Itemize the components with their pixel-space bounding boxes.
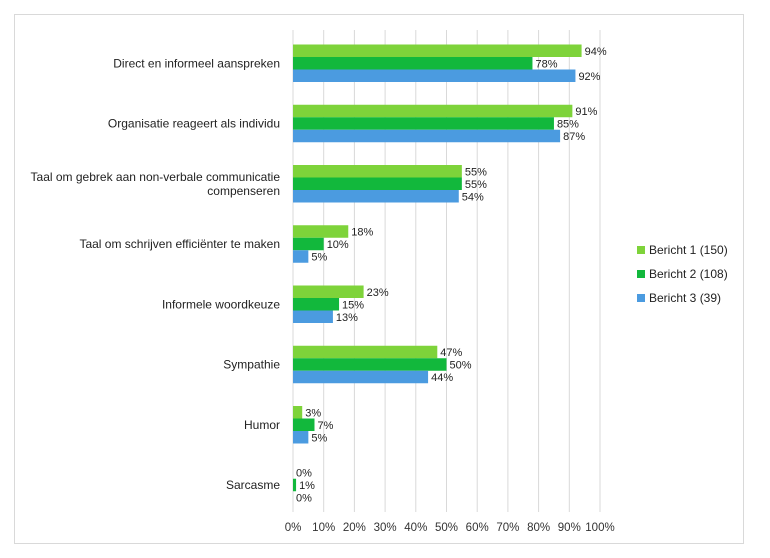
x-tick-label: 100% bbox=[585, 522, 614, 534]
data-label: 13% bbox=[336, 312, 358, 324]
x-tick-label: 90% bbox=[558, 522, 581, 534]
data-label: 7% bbox=[317, 420, 333, 432]
x-tick-label: 70% bbox=[496, 522, 519, 534]
data-label: 54% bbox=[462, 191, 484, 203]
data-label: 0% bbox=[296, 468, 312, 480]
bar bbox=[293, 225, 349, 238]
bar bbox=[293, 478, 297, 492]
data-label: 10% bbox=[327, 239, 349, 251]
legend-label: Bericht 1 (150) bbox=[649, 243, 728, 257]
bar bbox=[293, 129, 561, 143]
data-label: 55% bbox=[465, 179, 487, 191]
category-label: Informele woordkeuze bbox=[162, 297, 280, 311]
legend-swatch bbox=[637, 294, 645, 302]
data-label: 94% bbox=[585, 46, 607, 58]
data-label: 5% bbox=[311, 252, 327, 264]
data-label: 50% bbox=[450, 360, 472, 372]
data-label: 92% bbox=[578, 71, 600, 83]
bar bbox=[293, 104, 573, 118]
bar bbox=[293, 250, 309, 263]
data-label: 1% bbox=[299, 480, 315, 492]
x-tick-label: 80% bbox=[527, 522, 550, 534]
legend-swatch bbox=[637, 270, 645, 278]
bar bbox=[293, 345, 438, 359]
x-tick-label: 50% bbox=[435, 522, 458, 534]
bar bbox=[293, 44, 582, 57]
data-label: 55% bbox=[465, 166, 487, 178]
data-label: 3% bbox=[305, 407, 321, 419]
x-tick-label: 0% bbox=[285, 522, 302, 534]
bar bbox=[293, 117, 554, 130]
legend-label: Bericht 3 (39) bbox=[649, 291, 721, 305]
category-label: Humor bbox=[244, 418, 280, 432]
bar bbox=[293, 358, 447, 371]
x-tick-label: 30% bbox=[374, 522, 397, 534]
bar bbox=[293, 165, 462, 178]
bar bbox=[293, 177, 462, 190]
x-tick-label: 60% bbox=[466, 522, 489, 534]
category-label: Taal om gebrek aan non-verbale communica… bbox=[31, 170, 281, 184]
bar bbox=[293, 190, 459, 203]
data-label: 15% bbox=[342, 299, 364, 311]
bar bbox=[293, 310, 333, 323]
bar bbox=[293, 370, 429, 384]
bar bbox=[293, 69, 576, 82]
data-label: 5% bbox=[311, 432, 327, 444]
category-label: Taal om schrijven efficiënter te maken bbox=[79, 237, 280, 251]
category-label: Direct en informeel aanspreken bbox=[113, 56, 280, 70]
x-tick-label: 10% bbox=[312, 522, 335, 534]
data-label: 91% bbox=[575, 106, 597, 118]
category-label: compenseren bbox=[207, 184, 280, 198]
x-tick-label: 20% bbox=[343, 522, 366, 534]
bar bbox=[293, 298, 340, 311]
data-label: 78% bbox=[535, 58, 557, 70]
category-label: Sympathie bbox=[223, 358, 280, 372]
data-label: 47% bbox=[440, 347, 462, 359]
data-label: 87% bbox=[563, 131, 585, 143]
legend-swatch bbox=[637, 246, 645, 254]
category-label: Sarcasme bbox=[226, 478, 280, 492]
data-label: 85% bbox=[557, 119, 579, 131]
data-label: 23% bbox=[367, 287, 389, 299]
data-label: 18% bbox=[351, 227, 373, 239]
chart-frame bbox=[14, 14, 744, 544]
data-label: 0% bbox=[296, 493, 312, 505]
category-label: Organisatie reageert als individu bbox=[108, 117, 280, 131]
bar bbox=[293, 431, 309, 444]
data-label: 44% bbox=[431, 372, 453, 384]
bar bbox=[293, 285, 364, 298]
bar bbox=[293, 237, 324, 251]
x-tick-label: 40% bbox=[404, 522, 427, 534]
bar bbox=[293, 57, 533, 70]
bar bbox=[293, 418, 315, 431]
legend-label: Bericht 2 (108) bbox=[649, 267, 728, 281]
bar bbox=[293, 406, 303, 419]
